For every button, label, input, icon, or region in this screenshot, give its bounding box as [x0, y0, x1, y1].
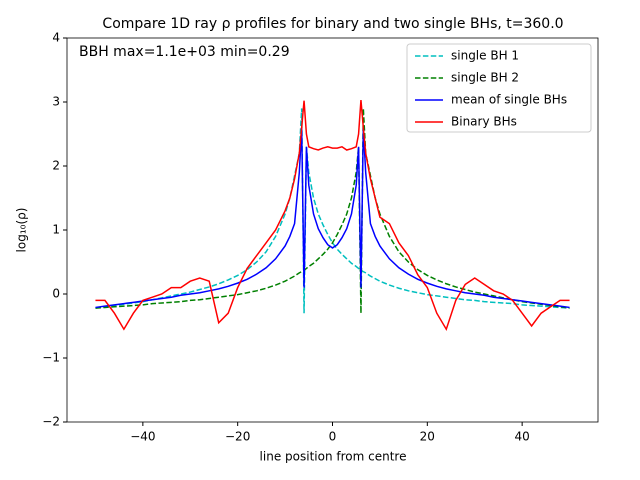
series-line [95, 127, 570, 309]
x-tick-label: 0 [329, 430, 337, 444]
legend-box [406, 43, 592, 133]
annotation: BBH max=1.1e+03 min=0.29 [79, 44, 290, 60]
y-tick-label: 2 [52, 159, 60, 173]
legend-label: mean of single BHs [451, 93, 567, 107]
series-line [95, 108, 570, 314]
legend-label: single BH 1 [451, 49, 519, 63]
legend-label: single BH 2 [451, 71, 519, 85]
y-tick-label: 1 [52, 223, 60, 237]
y-tick-label: 3 [52, 95, 60, 109]
y-axis-label: log₁₀(ρ) [15, 208, 29, 253]
y-tick-label: −1 [42, 351, 60, 365]
chart-title: Compare 1D ray ρ profiles for binary and… [102, 16, 563, 32]
plot-frame [66, 37, 599, 423]
series-line [95, 108, 570, 314]
y-tick-label: 0 [52, 287, 60, 301]
x-tick-label: −40 [130, 430, 155, 444]
y-tick-label: 4 [52, 31, 60, 45]
legend-label: Binary BHs [451, 115, 517, 129]
x-tick-label: 40 [515, 430, 530, 444]
y-tick-label: −2 [42, 415, 60, 429]
x-axis-label: line position from centre [260, 450, 407, 464]
x-tick-label: −20 [225, 430, 250, 444]
x-tick-label: 20 [420, 430, 435, 444]
series-line [95, 100, 570, 332]
